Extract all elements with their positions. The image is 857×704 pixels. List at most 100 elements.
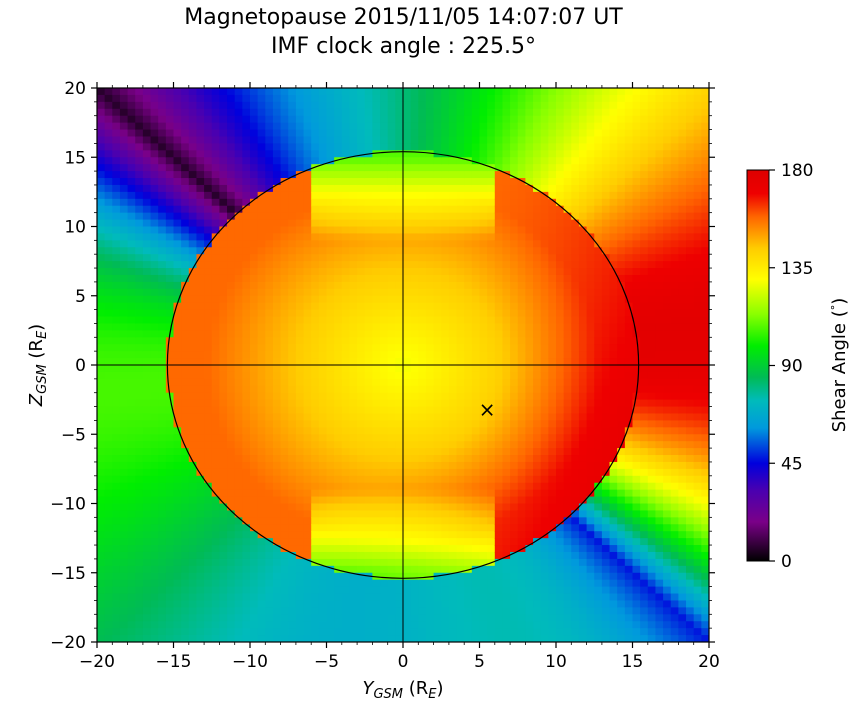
heatmap-cell xyxy=(142,115,152,124)
heatmap-cell xyxy=(280,365,289,373)
heatmap-cell xyxy=(341,365,351,373)
heatmap-cell xyxy=(456,129,465,138)
heatmap-cell xyxy=(571,178,580,186)
heatmap-cell xyxy=(334,171,343,179)
heatmap-cell xyxy=(318,392,328,401)
heatmap-cell xyxy=(403,475,412,484)
heatmap-cell xyxy=(441,531,450,539)
heatmap-cell xyxy=(272,503,282,512)
heatmap-cell xyxy=(563,406,572,415)
heatmap-cell xyxy=(334,316,343,325)
heatmap-cell xyxy=(372,288,381,297)
heatmap-cell xyxy=(517,378,526,387)
heatmap-cell xyxy=(464,337,473,345)
heatmap-cell xyxy=(196,565,205,574)
heatmap-cell xyxy=(288,545,297,553)
heatmap-cell xyxy=(303,330,312,338)
heatmap-cell xyxy=(334,628,343,636)
heatmap-cell xyxy=(303,420,312,428)
heatmap-cell xyxy=(556,531,565,539)
heatmap-cell xyxy=(234,358,243,366)
heatmap-cell xyxy=(525,468,534,477)
heatmap-cell xyxy=(364,191,373,200)
heatmap-cell xyxy=(380,503,389,512)
heatmap-cell xyxy=(410,551,419,560)
heatmap-cell xyxy=(425,420,435,428)
heatmap-cell xyxy=(234,399,243,408)
heatmap-cell xyxy=(448,420,458,428)
heatmap-cell xyxy=(127,198,136,207)
heatmap-cell xyxy=(219,607,228,615)
heatmap-cell xyxy=(364,184,373,193)
heatmap-cell xyxy=(433,101,442,110)
heatmap-cell xyxy=(165,572,175,581)
heatmap-cell xyxy=(487,233,496,241)
heatmap-cell xyxy=(97,108,106,117)
heatmap-cell xyxy=(487,413,496,421)
heatmap-cell xyxy=(219,517,228,525)
heatmap-cell xyxy=(127,115,136,124)
heatmap-cell xyxy=(288,496,297,505)
heatmap-cell xyxy=(441,621,450,629)
heatmap-cell xyxy=(540,371,549,380)
heatmap-cell xyxy=(119,323,129,331)
heatmap-cell xyxy=(563,115,572,124)
heatmap-cell xyxy=(196,164,205,172)
heatmap-cell xyxy=(464,178,473,186)
heatmap-cell xyxy=(418,344,427,352)
heatmap-cell xyxy=(181,621,190,629)
heatmap-cell xyxy=(227,607,236,615)
heatmap-cell xyxy=(418,178,427,186)
heatmap-cell xyxy=(127,226,136,235)
heatmap-cell xyxy=(448,205,458,214)
heatmap-cell xyxy=(349,572,358,581)
heatmap-cell xyxy=(425,150,435,158)
heatmap-cell xyxy=(97,274,106,283)
heatmap-cell xyxy=(456,378,465,387)
heatmap-cell xyxy=(295,150,305,158)
heatmap-cell xyxy=(112,323,121,331)
heatmap-cell xyxy=(540,586,549,595)
heatmap-cell xyxy=(272,212,282,221)
heatmap-cell xyxy=(387,115,396,124)
heatmap-cell xyxy=(234,143,243,151)
heatmap-cell xyxy=(487,455,496,463)
heatmap-cell xyxy=(364,399,373,408)
heatmap-cell xyxy=(403,628,412,636)
heatmap-cell xyxy=(387,94,396,103)
heatmap-cell xyxy=(364,489,373,498)
heatmap-cell xyxy=(433,365,442,373)
heatmap-cell xyxy=(303,295,312,304)
heatmap-cell xyxy=(341,392,351,401)
heatmap-cell xyxy=(295,254,305,262)
heatmap-cell xyxy=(341,164,351,172)
heatmap-cell xyxy=(181,198,190,207)
heatmap-cell xyxy=(517,510,526,518)
heatmap-cell xyxy=(196,344,205,352)
heatmap-cell xyxy=(563,274,572,283)
heatmap-cell xyxy=(295,538,305,546)
heatmap-cell xyxy=(211,212,220,221)
heatmap-cell xyxy=(364,607,373,615)
heatmap-cell xyxy=(311,351,320,359)
heatmap-cell xyxy=(227,385,236,394)
heatmap-cell xyxy=(341,593,351,602)
heatmap-cell xyxy=(418,392,427,401)
heatmap-cell xyxy=(280,538,289,546)
heatmap-cell xyxy=(525,621,534,629)
heatmap-cell xyxy=(403,302,412,311)
heatmap-cell xyxy=(441,171,450,179)
heatmap-cell xyxy=(479,413,488,421)
heatmap-cell xyxy=(364,628,373,636)
heatmap-cell xyxy=(471,579,481,588)
heatmap-cell xyxy=(135,510,144,518)
heatmap-cell xyxy=(372,600,381,608)
heatmap-cell xyxy=(341,344,351,352)
heatmap-cell xyxy=(272,371,282,380)
heatmap-cell xyxy=(341,316,351,325)
heatmap-cell xyxy=(318,461,328,470)
heatmap-cell xyxy=(403,274,412,283)
heatmap-cell xyxy=(272,510,282,518)
heatmap-cell xyxy=(334,441,343,449)
heatmap-cell xyxy=(487,565,496,574)
